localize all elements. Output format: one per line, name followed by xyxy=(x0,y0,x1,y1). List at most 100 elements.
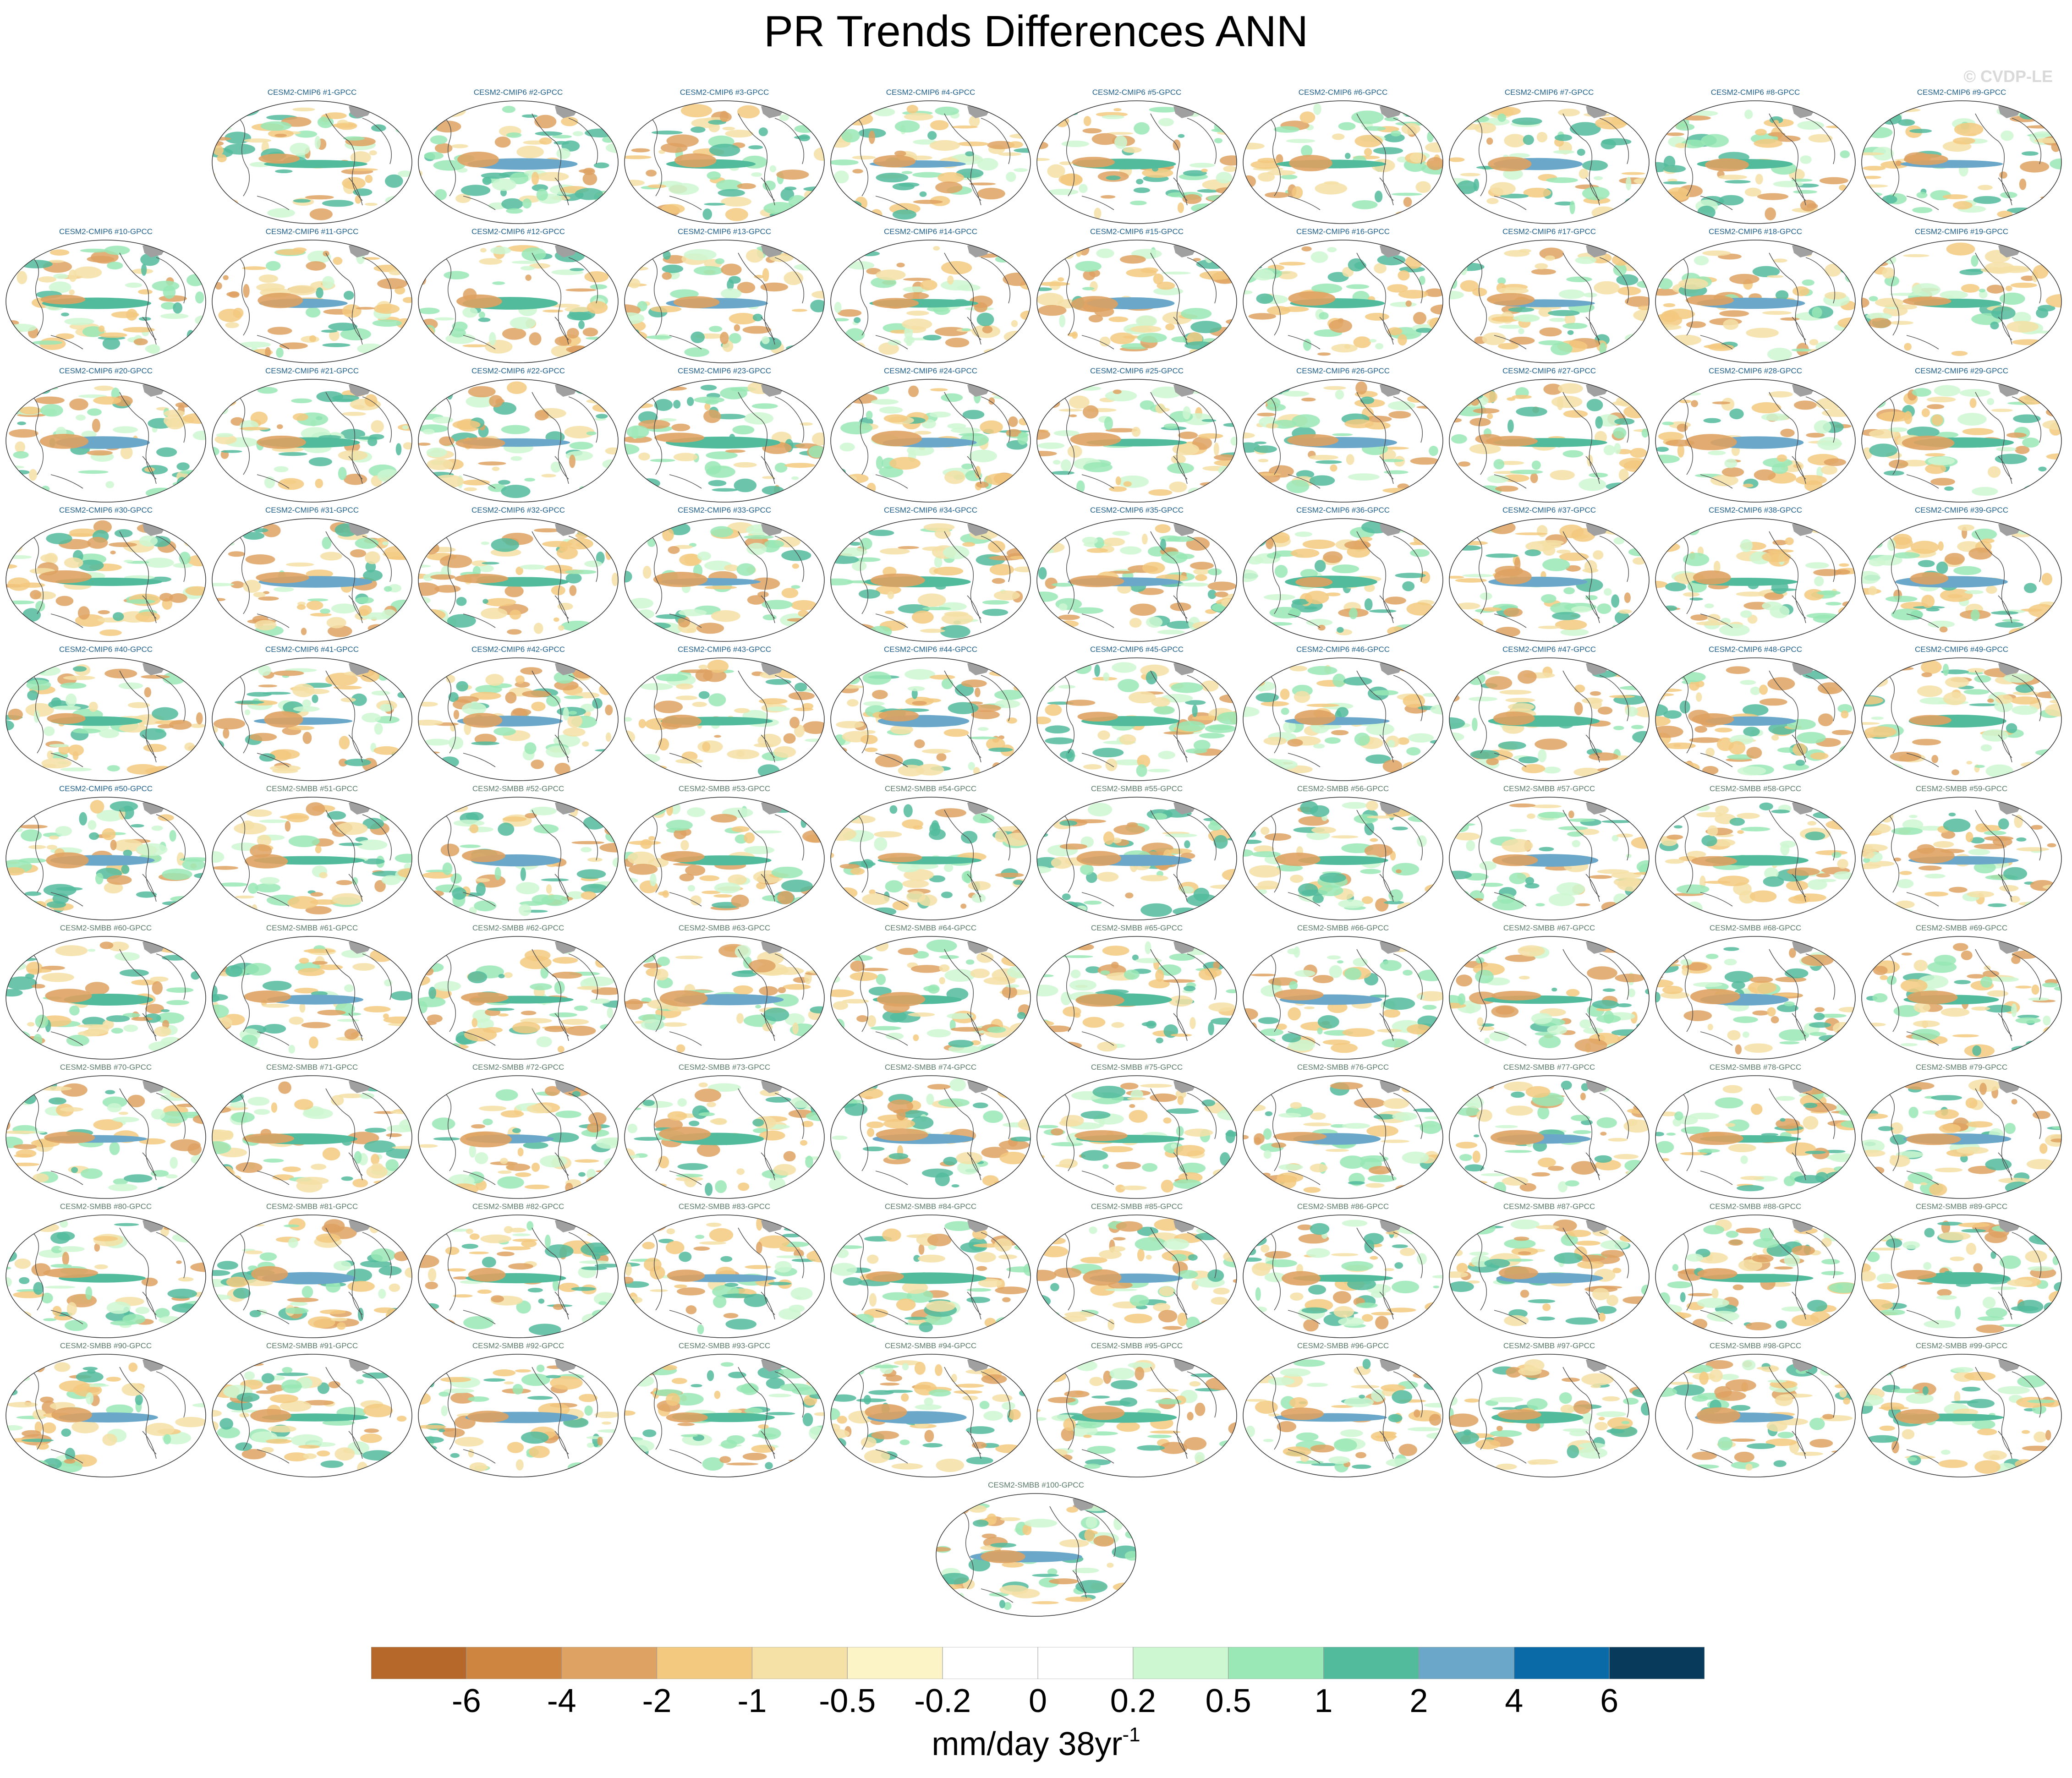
precip-anomaly-patch xyxy=(212,345,229,353)
precip-anomaly-patch xyxy=(1180,886,1194,894)
precip-anomaly-patch xyxy=(166,1000,189,1005)
precip-anomaly-patch xyxy=(1538,811,1567,818)
precip-anomaly-patch xyxy=(2018,394,2046,405)
precip-anomaly-patch xyxy=(687,807,706,817)
coastline xyxy=(1599,814,1629,861)
precip-anomaly-patch xyxy=(1455,578,1487,583)
coastline xyxy=(1356,392,1394,480)
panel-title: CESM2-CMIP6 #23-GPCC xyxy=(677,367,772,375)
precip-anomaly-patch xyxy=(456,681,468,692)
precip-anomaly-patch xyxy=(1865,127,1893,138)
precip-anomaly-patch xyxy=(776,170,809,180)
precip-anomaly-patch xyxy=(586,399,617,404)
coastline xyxy=(568,396,598,443)
precip-anomaly-patch xyxy=(630,267,648,271)
precip-anomaly-patch xyxy=(586,431,597,436)
coastline xyxy=(1805,675,1836,722)
precip-anomaly-patch xyxy=(1151,697,1170,707)
coastline xyxy=(1700,753,1733,767)
dry-anomaly-patch xyxy=(1275,853,1321,866)
precip-anomaly-patch xyxy=(1707,825,1718,837)
precip-anomaly-patch xyxy=(754,274,764,279)
precip-anomaly-patch xyxy=(933,246,940,251)
precip-anomaly-patch xyxy=(1012,474,1031,486)
precip-anomaly-patch xyxy=(1509,153,1530,158)
map-plot xyxy=(1243,240,1443,363)
coastline xyxy=(1682,536,1694,614)
precip-anomaly-patch xyxy=(1059,750,1074,759)
precip-anomaly-patch xyxy=(1987,398,1995,405)
precip-anomaly-patch xyxy=(212,667,230,674)
precip-anomaly-patch xyxy=(1286,480,1310,493)
precip-anomaly-patch xyxy=(293,706,320,712)
precip-anomaly-patch xyxy=(962,542,976,547)
precip-anomaly-patch xyxy=(1387,327,1403,336)
precip-anomaly-patch xyxy=(1539,327,1562,337)
precip-anomaly-patch xyxy=(359,609,369,616)
precip-anomaly-patch xyxy=(1665,392,1685,399)
precip-anomaly-patch xyxy=(1306,703,1339,707)
precip-anomaly-patch xyxy=(446,675,455,683)
precip-anomaly-patch xyxy=(286,562,314,567)
coastline xyxy=(875,753,908,767)
precip-anomaly-patch xyxy=(6,323,37,332)
precip-anomaly-patch xyxy=(107,262,123,270)
precip-anomaly-patch xyxy=(862,671,892,685)
coastline xyxy=(348,874,363,902)
panel-title: CESM2-SMBB #57-GPCC xyxy=(1503,784,1595,793)
precip-anomaly-patch xyxy=(1867,823,1891,834)
coastline xyxy=(257,892,290,907)
precip-anomaly-patch xyxy=(839,864,860,869)
panel-title: CESM2-CMIP6 #40-GPCC xyxy=(59,645,153,654)
precip-anomaly-patch xyxy=(808,445,824,458)
coastline xyxy=(362,118,392,164)
precip-anomaly-patch xyxy=(1461,541,1488,546)
precip-anomaly-patch xyxy=(1509,803,1536,808)
precip-anomaly-patch xyxy=(1299,111,1316,124)
precip-anomaly-patch xyxy=(647,212,667,216)
precip-anomaly-patch xyxy=(1681,672,1706,682)
precip-anomaly-patch xyxy=(6,542,12,547)
precip-anomaly-patch xyxy=(1999,885,2019,892)
panel-title: CESM2-CMIP6 #46-GPCC xyxy=(1296,645,1390,654)
map-outline xyxy=(830,518,1031,642)
precip-anomaly-patch xyxy=(697,552,711,561)
coastline xyxy=(444,396,456,475)
precip-anomaly-patch xyxy=(93,520,112,534)
precip-anomaly-patch xyxy=(1890,293,1922,296)
precip-anomaly-patch xyxy=(1613,263,1627,276)
precip-anomaly-patch xyxy=(1768,132,1786,137)
precip-anomaly-patch xyxy=(1817,437,1842,450)
precip-anomaly-patch xyxy=(1158,751,1175,760)
precip-anomaly-patch xyxy=(498,822,515,836)
map-outline xyxy=(1036,518,1237,642)
precip-anomaly-patch xyxy=(792,490,812,495)
map-panel: CESM2-CMIP6 #29-GPCC xyxy=(1861,367,2062,504)
precip-anomaly-patch xyxy=(96,810,124,822)
precip-anomaly-patch xyxy=(1704,344,1734,349)
precip-anomaly-patch xyxy=(1233,206,1237,217)
precip-anomaly-patch xyxy=(1391,192,1422,196)
precip-anomaly-patch xyxy=(385,174,403,188)
dry-anomaly-patch xyxy=(256,572,309,584)
precip-anomaly-patch xyxy=(274,587,294,592)
coastline xyxy=(651,675,663,754)
precip-anomaly-patch xyxy=(1767,348,1792,361)
precip-anomaly-patch xyxy=(481,607,508,619)
precip-anomaly-patch xyxy=(344,759,371,766)
precip-anomaly-patch xyxy=(190,342,206,356)
precip-anomaly-patch xyxy=(1558,826,1588,831)
precip-anomaly-patch xyxy=(584,560,603,567)
precip-anomaly-patch xyxy=(16,253,31,263)
precip-anomaly-patch xyxy=(902,879,929,888)
precip-anomaly-patch xyxy=(1114,135,1127,149)
precip-anomaly-patch xyxy=(1188,487,1202,496)
precip-anomaly-patch xyxy=(1504,134,1526,148)
precip-anomaly-patch xyxy=(831,853,834,858)
precip-anomaly-patch xyxy=(1097,730,1110,740)
precip-anomaly-patch xyxy=(515,566,523,575)
precip-anomaly-patch xyxy=(305,906,332,914)
map-plot xyxy=(212,797,412,920)
precip-anomaly-patch xyxy=(533,623,543,634)
precip-anomaly-patch xyxy=(1058,620,1079,628)
